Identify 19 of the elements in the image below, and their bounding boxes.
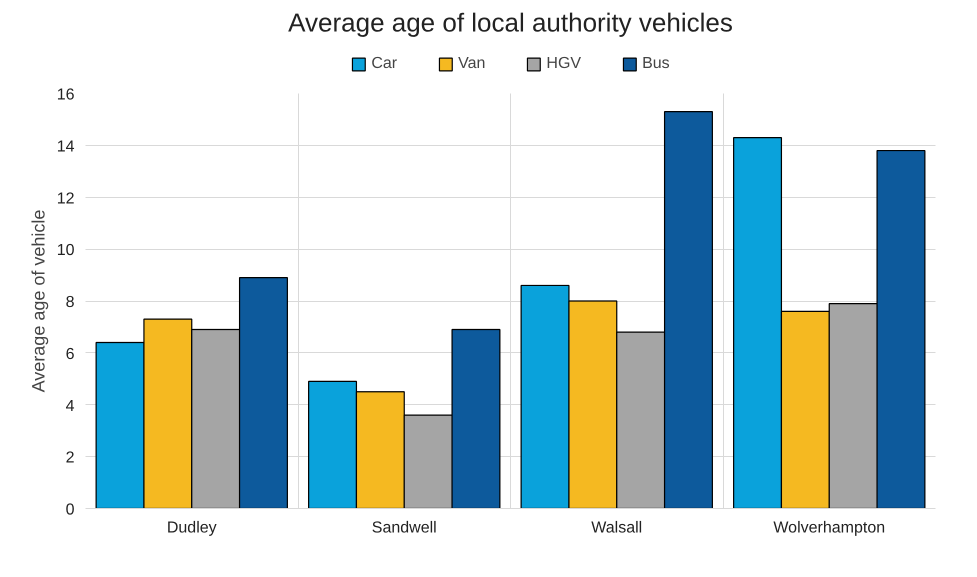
y-axis-title: Average age of vehicle (28, 210, 49, 392)
y-tick-label: 2 (66, 450, 75, 467)
legend-label: HGV (546, 54, 582, 72)
y-tick-label: 12 (56, 190, 75, 208)
legend-label: Car (371, 54, 398, 72)
x-tick-label: Wolverhampton (773, 520, 886, 536)
y-tick-label: 10 (56, 242, 75, 260)
legend-label: Bus (642, 54, 670, 72)
y-tick-label: 14 (56, 138, 75, 156)
y-tick-label: 6 (66, 346, 75, 363)
y-tick-label: 4 (66, 398, 75, 415)
y-tick-label: 8 (66, 294, 75, 311)
y-tick-label: 0 (66, 502, 75, 518)
legend-label: Van (458, 54, 486, 72)
chart-title: Average age of local authority vehicles (288, 8, 733, 38)
x-tick-label: Dudley (166, 520, 217, 536)
x-tick-label: Walsall (591, 520, 642, 536)
y-tick-label: 16 (56, 86, 75, 104)
x-tick-label: Sandwell (372, 520, 437, 536)
